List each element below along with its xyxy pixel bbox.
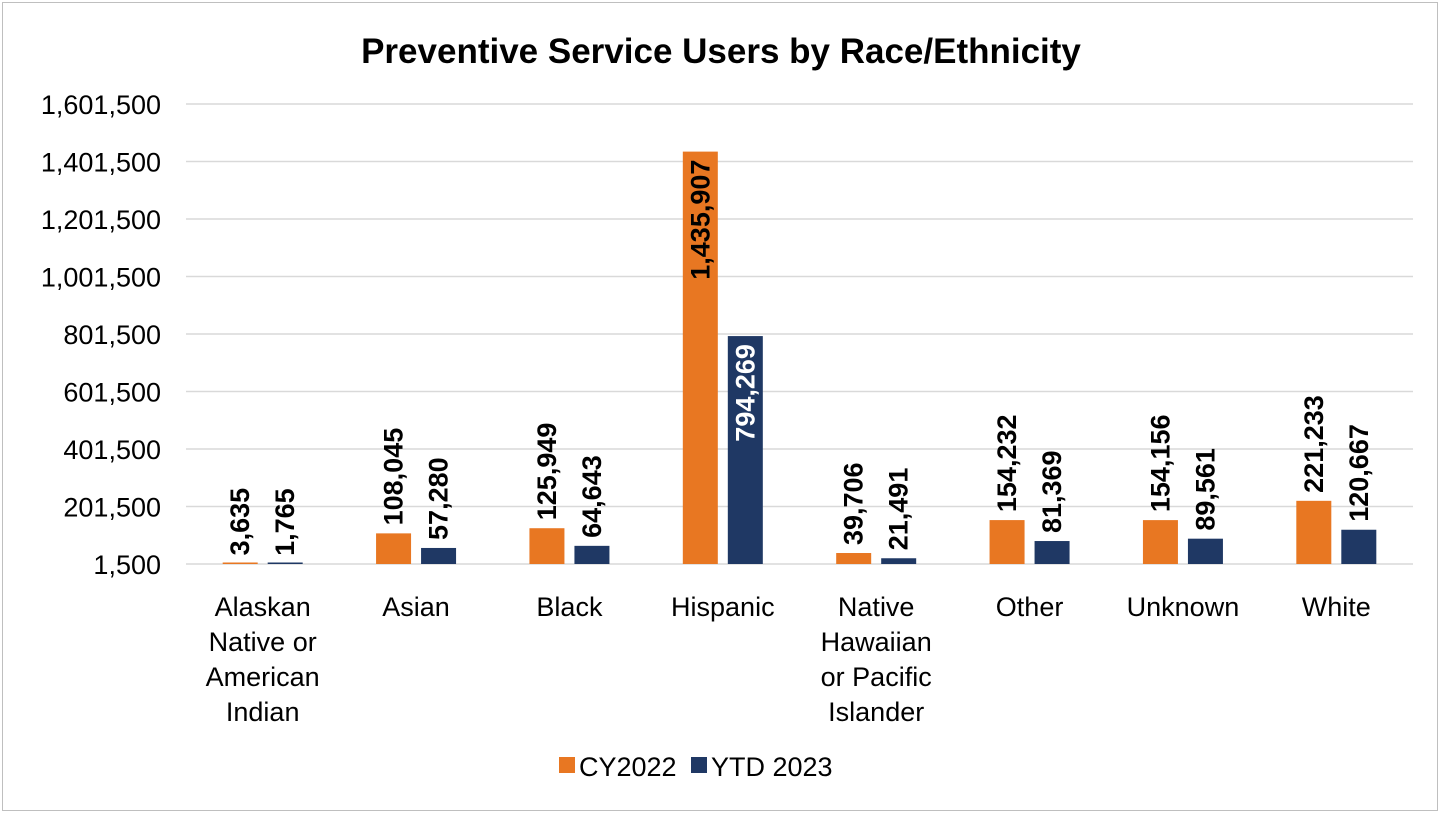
- data-label: 1,435,907: [685, 160, 715, 280]
- bar-cy2022: [529, 528, 565, 564]
- data-label: 39,706: [839, 462, 869, 545]
- data-label: 221,233: [1299, 395, 1329, 493]
- bar-ytd2023: [1341, 529, 1377, 564]
- bar-cy2022: [989, 520, 1025, 564]
- x-axis-category-labels: Alaskan Native or American Indian Asian Black…: [206, 592, 1371, 727]
- bar-ytd2023: [1187, 538, 1223, 564]
- y-tick-label: 401,500: [63, 435, 161, 465]
- x-category-label: Hawaiian: [821, 627, 932, 657]
- x-category-label: Indian: [226, 697, 300, 727]
- data-labels: 3,635 1,765 108,045 57,280 125,949 64,643 1,43…: [225, 160, 1374, 556]
- legend-swatch-cy2022: [559, 757, 575, 773]
- data-label: 3,635: [225, 488, 255, 556]
- x-category-label: Unknown: [1127, 592, 1240, 622]
- x-category-label: Asian: [382, 592, 450, 622]
- data-label: 81,369: [1037, 450, 1067, 533]
- legend-label: YTD 2023: [711, 752, 833, 782]
- bar-cy2022: [222, 562, 258, 564]
- y-axis-tick-labels: 1,500 201,500 401,500 601,500 801,500 1,001,5…: [41, 90, 161, 580]
- legend-swatch-ytd2023: [691, 757, 707, 773]
- x-category-label: Native: [838, 592, 915, 622]
- bar-ytd2023: [421, 547, 457, 564]
- data-label: 57,280: [424, 457, 454, 540]
- y-tick-label: 1,001,500: [41, 263, 161, 293]
- bar-cy2022: [836, 553, 872, 564]
- legend-label: CY2022: [579, 752, 677, 782]
- data-label: 794,269: [730, 344, 760, 442]
- bar-ytd2023: [727, 336, 763, 564]
- bar-ytd2023: [267, 562, 303, 564]
- data-label: 89,561: [1190, 448, 1220, 531]
- data-label: 21,491: [884, 468, 914, 551]
- chart-title: Preventive Service Users by Race/Ethnici…: [361, 32, 1081, 71]
- y-tick-label: 201,500: [63, 493, 161, 523]
- x-category-label: Native or: [209, 627, 317, 657]
- bar-ytd2023: [881, 558, 917, 564]
- x-category-label: or Pacific: [821, 662, 932, 692]
- bars: [222, 151, 1377, 565]
- bar-cy2022: [682, 151, 718, 565]
- bar-cy2022: [1142, 520, 1178, 564]
- x-category-label: Alaskan: [215, 592, 311, 622]
- y-tick-label: 1,500: [93, 550, 161, 580]
- data-label: 64,643: [577, 455, 607, 538]
- bar-ytd2023: [1034, 541, 1070, 564]
- y-tick-label: 1,601,500: [41, 90, 161, 120]
- data-label: 108,045: [379, 428, 409, 526]
- x-category-label: White: [1302, 592, 1371, 622]
- y-tick-label: 1,201,500: [41, 205, 161, 235]
- data-label: 120,667: [1344, 424, 1374, 522]
- bar-cy2022: [1296, 500, 1332, 564]
- bar-cy2022: [376, 533, 412, 564]
- x-category-label: Other: [996, 592, 1064, 622]
- data-label: 154,232: [992, 414, 1022, 512]
- y-tick-label: 1,401,500: [41, 148, 161, 178]
- x-category-label: American: [206, 662, 320, 692]
- x-category-label: Islander: [828, 697, 924, 727]
- x-category-label: Black: [536, 592, 603, 622]
- data-label: 125,949: [532, 423, 562, 521]
- legend: CY2022 YTD 2023: [559, 752, 833, 782]
- y-tick-label: 801,500: [63, 320, 161, 350]
- y-tick-label: 601,500: [63, 378, 161, 408]
- data-label: 1,765: [270, 488, 300, 556]
- gridlines: [186, 103, 1413, 565]
- bar-ytd2023: [574, 545, 610, 564]
- data-label: 154,156: [1145, 415, 1175, 513]
- bar-chart: Preventive Service Users by Race/Ethnici…: [41, 32, 1413, 782]
- x-category-label: Hispanic: [671, 592, 775, 622]
